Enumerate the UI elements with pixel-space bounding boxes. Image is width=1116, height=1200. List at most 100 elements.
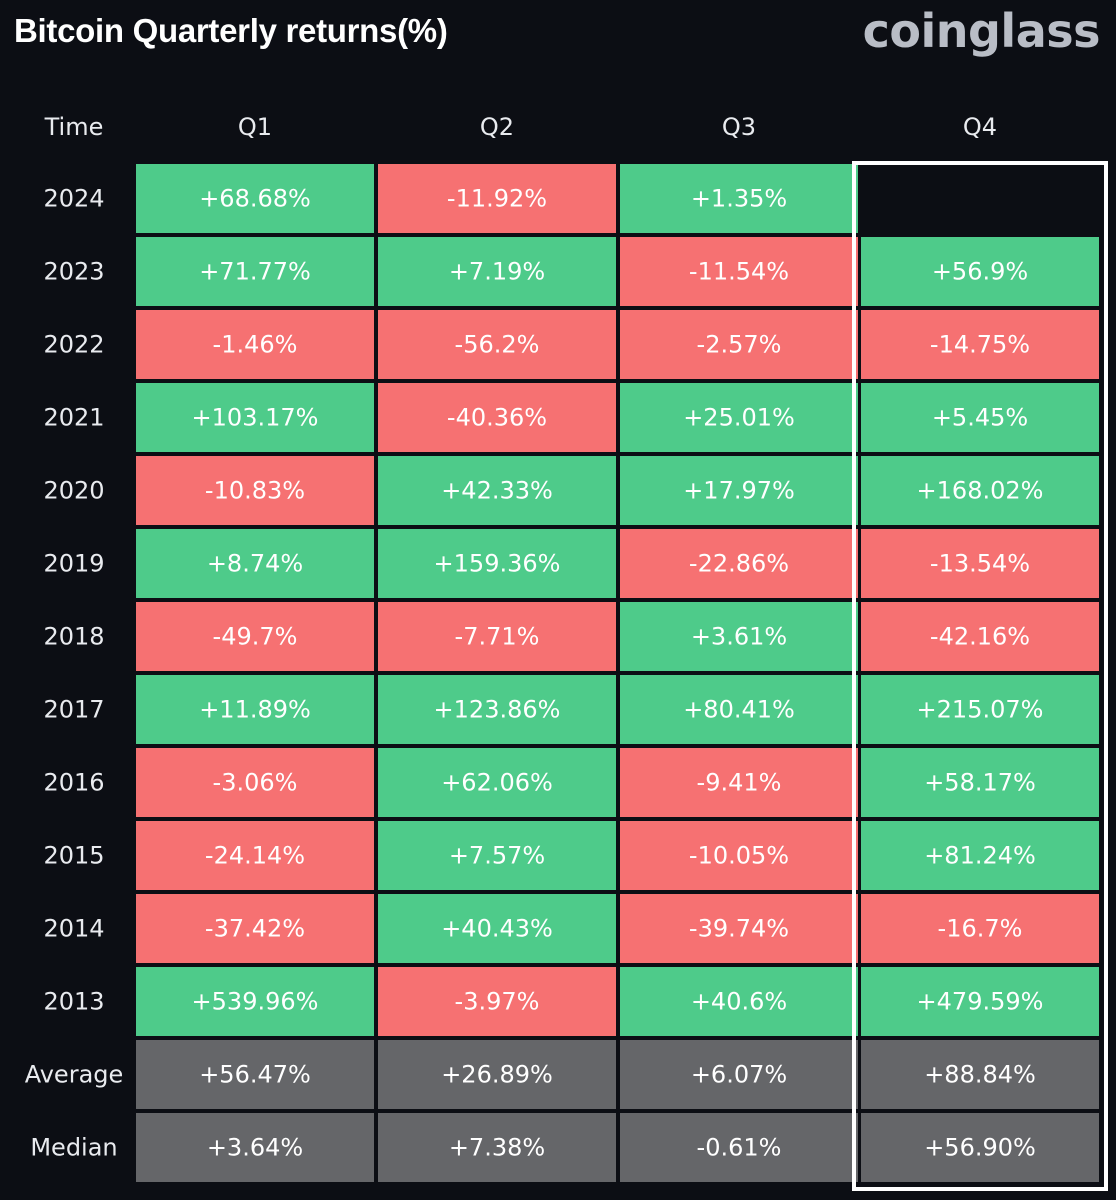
heatmap-cell: [620, 675, 858, 744]
heatmap-cell: [378, 602, 616, 671]
cell-value: +80.41%: [683, 696, 795, 724]
cell-value: +3.64%: [207, 1134, 303, 1162]
cell-value: -9.41%: [697, 769, 782, 797]
cell-value: -56.2%: [455, 331, 540, 359]
cell-value: +11.89%: [199, 696, 311, 724]
heatmap-cell: [136, 310, 374, 379]
cell-value: +479.59%: [917, 988, 1044, 1016]
heatmap-cell: [378, 894, 616, 963]
cell-value: +56.9%: [932, 258, 1028, 286]
heatmap-cell: [620, 748, 858, 817]
heatmap-cell: [861, 1040, 1099, 1109]
heatmap-cell: [620, 821, 858, 890]
heatmap-cell: [861, 237, 1099, 306]
heatmap-cell: [861, 310, 1099, 379]
row-label-median: Median: [30, 1134, 117, 1162]
heatmap-cell: [136, 675, 374, 744]
heatmap-cell: [620, 529, 858, 598]
cell-value: +81.24%: [924, 842, 1036, 870]
heatmap-cell: [620, 894, 858, 963]
heatmap-cell: [861, 967, 1099, 1036]
cell-value: -2.57%: [697, 331, 782, 359]
heatmap-cell: [378, 456, 616, 525]
heatmap-cell: [378, 1113, 616, 1182]
row-label-2024: 2024: [43, 185, 104, 213]
cell-value: +539.96%: [192, 988, 319, 1016]
heatmap-cell: [378, 310, 616, 379]
row-label-2014: 2014: [43, 915, 104, 943]
heatmap-cell: [136, 1113, 374, 1182]
cell-value: +88.84%: [924, 1061, 1036, 1089]
heatmap-cell: [620, 602, 858, 671]
row-label-2017: 2017: [43, 696, 104, 724]
cell-value: +25.01%: [683, 404, 795, 432]
cell-value: -3.06%: [213, 769, 298, 797]
row-label-2016: 2016: [43, 769, 104, 797]
cell-value: -40.36%: [447, 404, 547, 432]
heatmap-cell: [378, 748, 616, 817]
column-header-q2: Q2: [480, 113, 514, 141]
row-label-2018: 2018: [43, 623, 104, 651]
cell-value: +3.61%: [691, 623, 787, 651]
cell-value: +168.02%: [917, 477, 1044, 505]
cell-value: +71.77%: [199, 258, 311, 286]
cell-value: +1.35%: [691, 185, 787, 213]
cell-value: +17.97%: [683, 477, 795, 505]
cell-value: -1.46%: [213, 331, 298, 359]
heatmap-cell: [378, 529, 616, 598]
heatmap-cell: [620, 1113, 858, 1182]
heatmap-cell: [861, 456, 1099, 525]
heatmap-cell: [620, 967, 858, 1036]
heatmap-cell: [378, 383, 616, 452]
heatmap-cell: [136, 894, 374, 963]
cell-value: -10.05%: [689, 842, 789, 870]
heatmap-cell: [378, 821, 616, 890]
cell-value: -24.14%: [205, 842, 305, 870]
heatmap-cell: [620, 237, 858, 306]
cell-value: +6.07%: [691, 1061, 787, 1089]
cell-value: -3.97%: [455, 988, 540, 1016]
cell-value: -11.54%: [689, 258, 789, 286]
heatmap-cell: [378, 237, 616, 306]
heatmap-cell: [136, 237, 374, 306]
heatmap-cell: [861, 383, 1099, 452]
cell-value: -37.42%: [205, 915, 305, 943]
cell-value: -11.92%: [447, 185, 547, 213]
cell-value: +159.36%: [434, 550, 561, 578]
cell-value: +5.45%: [932, 404, 1028, 432]
cell-value: +40.6%: [691, 988, 787, 1016]
cell-value: +123.86%: [434, 696, 561, 724]
heatmap-cell: [136, 164, 374, 233]
cell-value: +8.74%: [207, 550, 303, 578]
cell-value: -13.54%: [930, 550, 1030, 578]
q4-highlight-frame: [852, 161, 1108, 1191]
heatmap-cell: [620, 383, 858, 452]
cell-value: -14.75%: [930, 331, 1030, 359]
cell-value: -16.7%: [938, 915, 1023, 943]
heatmap-cell: [136, 1040, 374, 1109]
heatmap-cell: [378, 1040, 616, 1109]
cell-value: +7.19%: [449, 258, 545, 286]
heatmap-cell: [378, 164, 616, 233]
heatmap-cell: [861, 748, 1099, 817]
cell-value: +62.06%: [441, 769, 553, 797]
cell-value: -39.74%: [689, 915, 789, 943]
column-header-q1: Q1: [238, 113, 272, 141]
heatmap-cell: [378, 967, 616, 1036]
column-header-q3: Q3: [722, 113, 756, 141]
cell-value: +58.17%: [924, 769, 1036, 797]
cell-value: -49.7%: [213, 623, 298, 651]
cell-value: +40.43%: [441, 915, 553, 943]
cell-value: +42.33%: [441, 477, 553, 505]
cell-value: -7.71%: [455, 623, 540, 651]
row-label-2013: 2013: [43, 988, 104, 1016]
heatmap-cell: [136, 967, 374, 1036]
heatmap-cell: [136, 529, 374, 598]
heatmap-cell: [861, 1113, 1099, 1182]
cell-value: +103.17%: [192, 404, 319, 432]
heatmap-cell: [861, 164, 1099, 233]
row-label-average: Average: [25, 1061, 124, 1089]
heatmap-cell: [136, 602, 374, 671]
heatmap-cell: [620, 456, 858, 525]
